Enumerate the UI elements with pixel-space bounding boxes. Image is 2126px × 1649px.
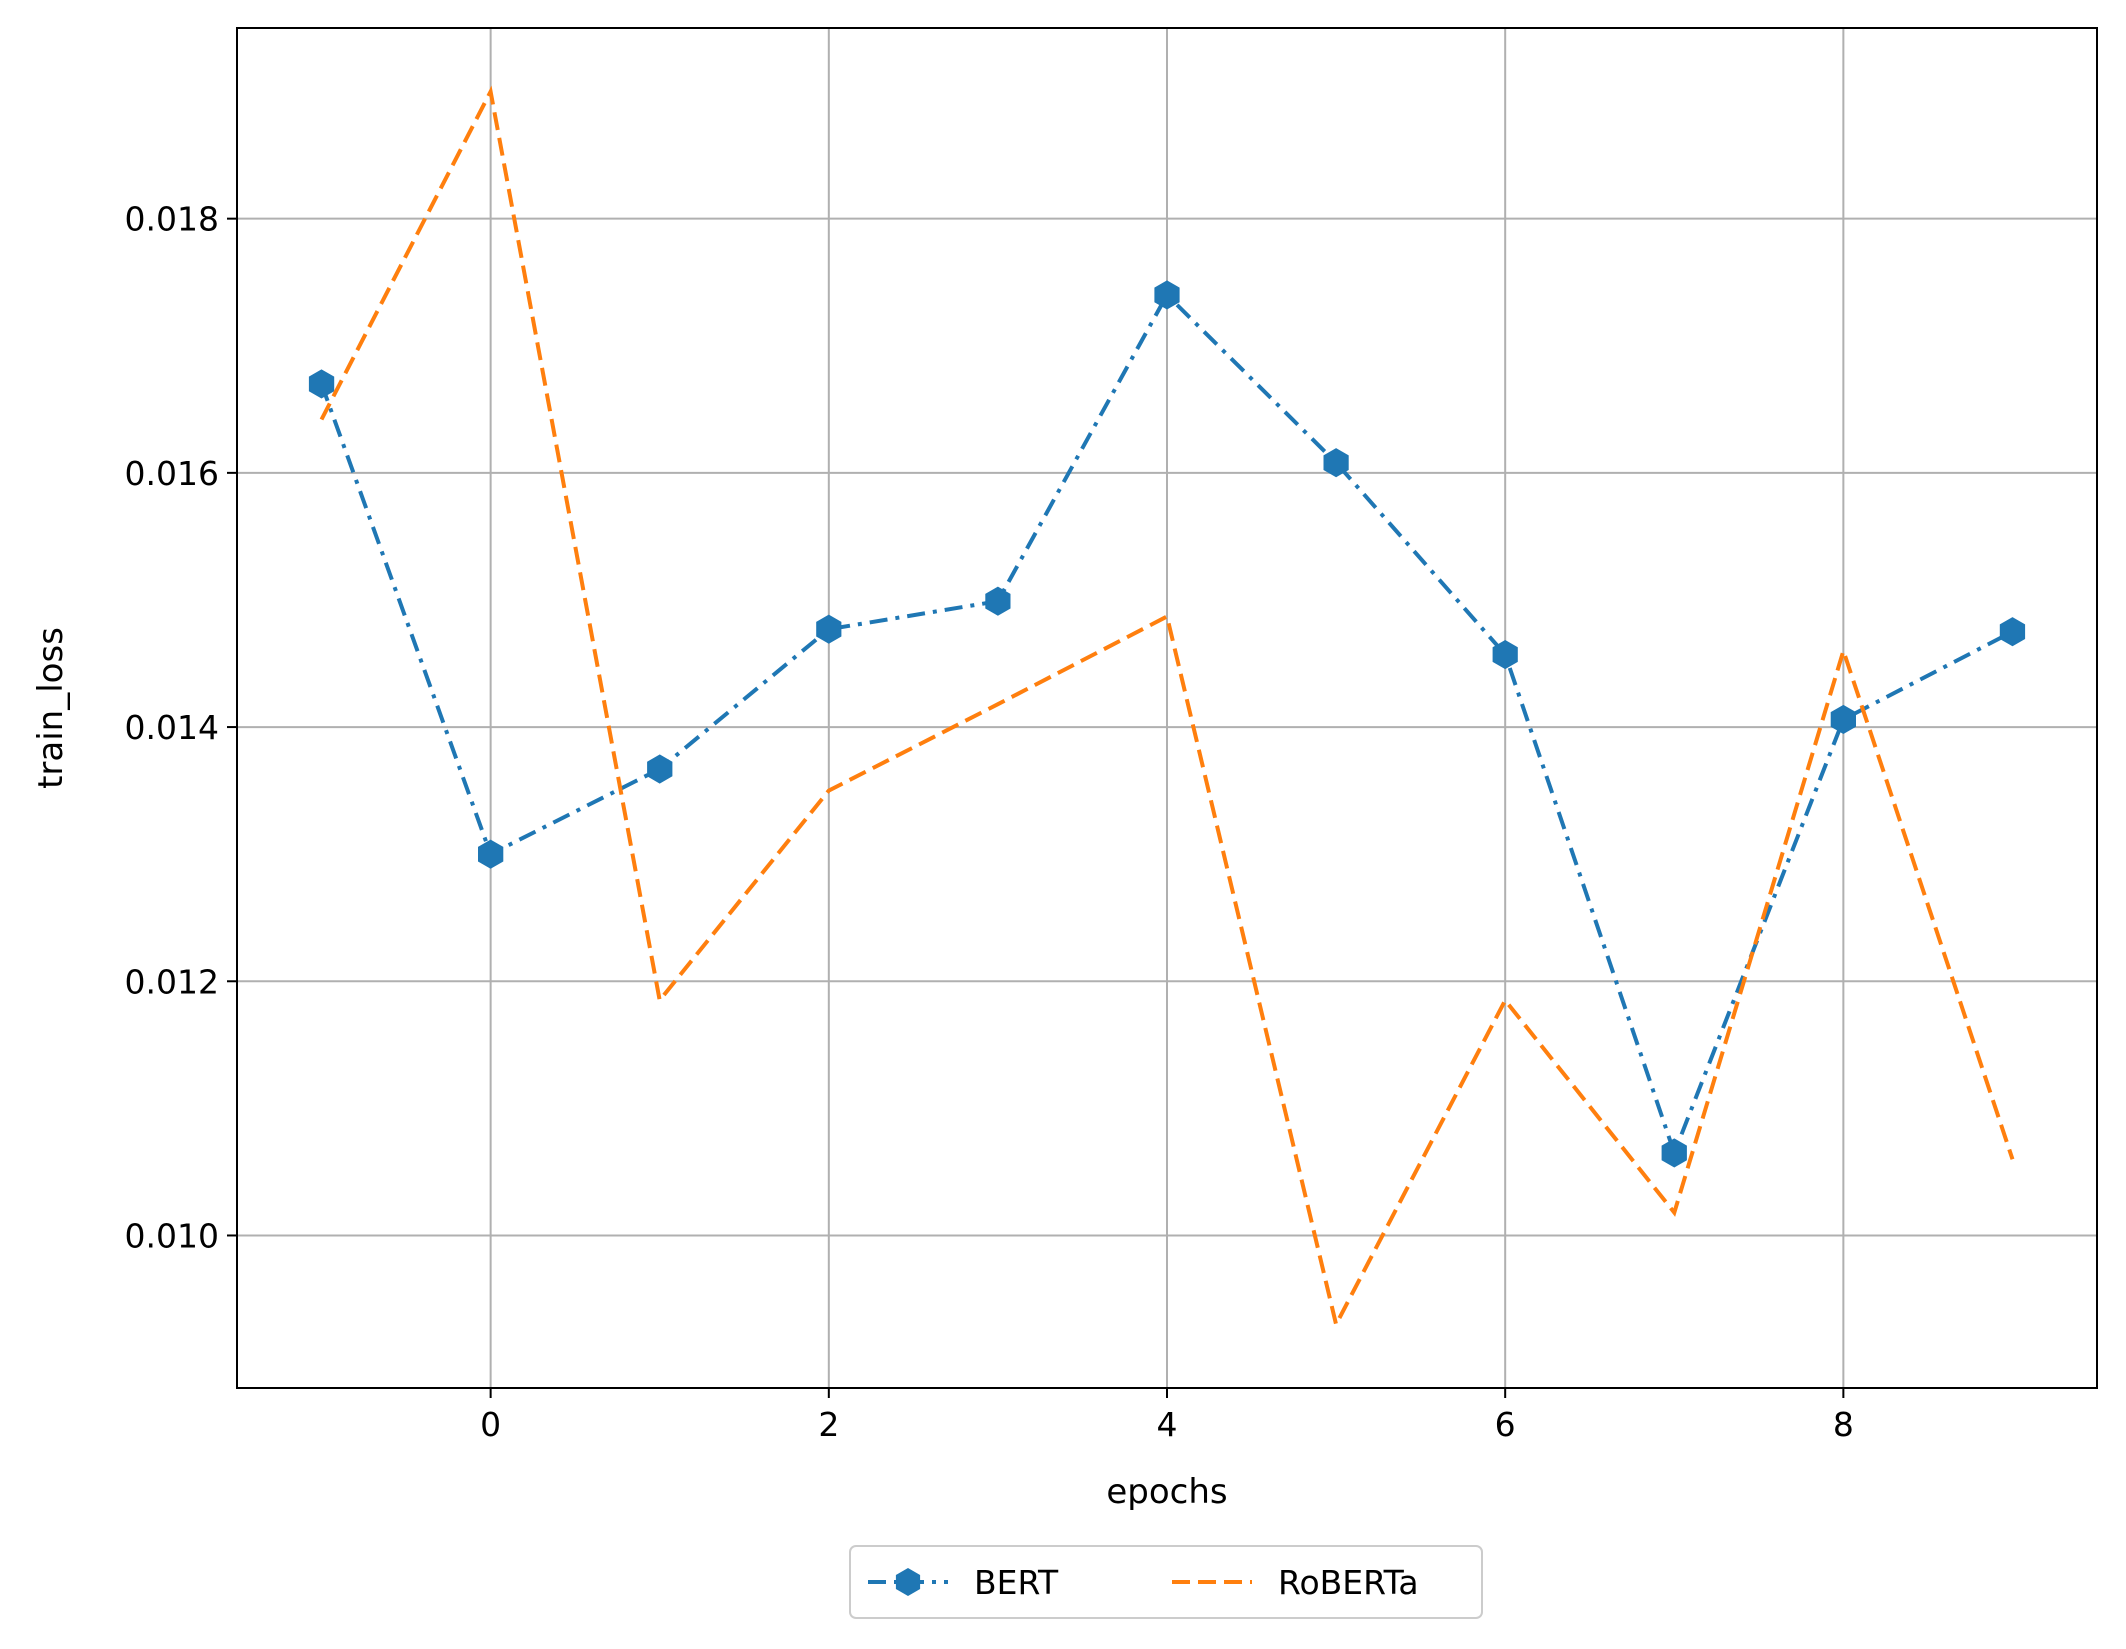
legend-label-roberta: RoBERTa [1278, 1563, 1419, 1602]
x-tick-label: 2 [818, 1405, 839, 1444]
x-axis-label: epochs [1106, 1472, 1227, 1512]
data-point-bert [1999, 617, 2026, 647]
series-layer [308, 85, 2026, 1331]
y-tick-label: 0.016 [125, 454, 219, 493]
data-point-bert [1830, 704, 1856, 734]
y-tick-label: 0.012 [125, 962, 219, 1001]
series-bert [308, 280, 2026, 1168]
y-axis-label: train_loss [31, 627, 71, 789]
data-point-bert [1661, 1138, 1687, 1168]
x-axis: 0 2 4 6 8 [480, 1388, 1854, 1444]
data-point-bert [1323, 448, 1349, 478]
y-tick-label: 0.018 [125, 200, 219, 239]
x-tick-label: 0 [480, 1405, 501, 1444]
legend-marker-bert [895, 1568, 921, 1596]
data-point-bert [985, 586, 1011, 616]
x-tick-label: 8 [1833, 1405, 1854, 1444]
legend-label-bert: BERT [974, 1563, 1059, 1602]
data-point-bert [478, 839, 504, 869]
legend-box [849, 1545, 1483, 1619]
y-tick-label: 0.014 [125, 708, 219, 747]
y-tick-label: 0.010 [125, 1216, 219, 1255]
x-tick-label: 4 [1157, 1405, 1178, 1444]
data-point-bert [308, 369, 335, 399]
data-point-bert [1492, 640, 1518, 670]
y-axis: 0.010 0.012 0.014 0.016 0.018 [125, 200, 237, 1255]
legend: BERT RoBERTa [849, 1545, 1483, 1619]
data-point-bert [647, 754, 673, 784]
x-tick-label: 6 [1495, 1405, 1516, 1444]
data-point-bert [816, 614, 842, 644]
data-point-bert [1154, 280, 1180, 310]
